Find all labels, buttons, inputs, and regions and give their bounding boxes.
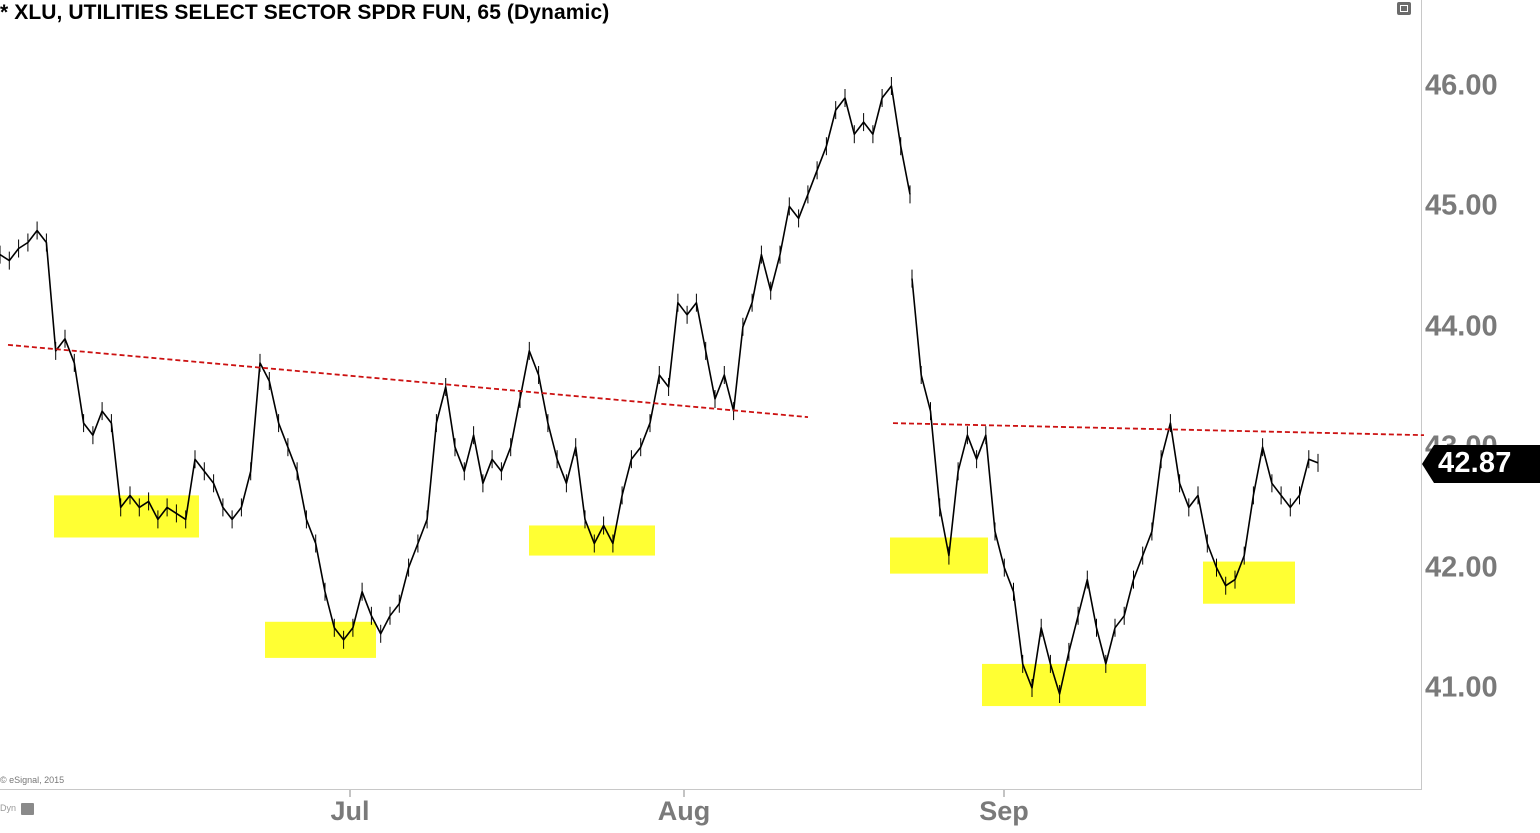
- x-tick-label: Sep: [979, 796, 1029, 826]
- restore-window-icon[interactable]: [1397, 2, 1411, 15]
- last-price-badge: 42.87: [1422, 445, 1540, 483]
- trendlines: [7, 343, 1425, 437]
- support-zone: [54, 495, 199, 538]
- mode-label: Dyn: [0, 803, 17, 813]
- support-zone: [265, 621, 376, 658]
- price-series-line: [0, 85, 911, 641]
- y-tick-label: 42.00: [1425, 551, 1498, 584]
- x-tick-marks: [349, 790, 1005, 797]
- price-badge-shape: [1422, 445, 1540, 483]
- chart-settings-icon[interactable]: [21, 803, 34, 815]
- support-zone: [890, 537, 988, 574]
- resistance-trendline: [892, 422, 1425, 437]
- last-price-value: 42.87: [1438, 447, 1512, 479]
- chart-title: * XLU, UTILITIES SELECT SECTOR SPDR FUN,…: [0, 1, 610, 24]
- y-tick-label: 46.00: [1425, 69, 1498, 102]
- y-tick-label: 44.00: [1425, 310, 1498, 343]
- copyright-text: © eSignal, 2015: [0, 775, 65, 785]
- price-lines: [0, 77, 1319, 703]
- x-tick-label: Aug: [657, 796, 711, 826]
- y-tick-label: 41.00: [1425, 671, 1498, 704]
- support-zone: [982, 663, 1146, 707]
- support-zone: [529, 525, 655, 556]
- x-tick-label: Jul: [330, 796, 370, 826]
- support-zone: [1203, 561, 1295, 604]
- resistance-trendline: [7, 343, 809, 418]
- y-tick-label: 45.00: [1425, 189, 1498, 222]
- support-zones: [54, 495, 1295, 707]
